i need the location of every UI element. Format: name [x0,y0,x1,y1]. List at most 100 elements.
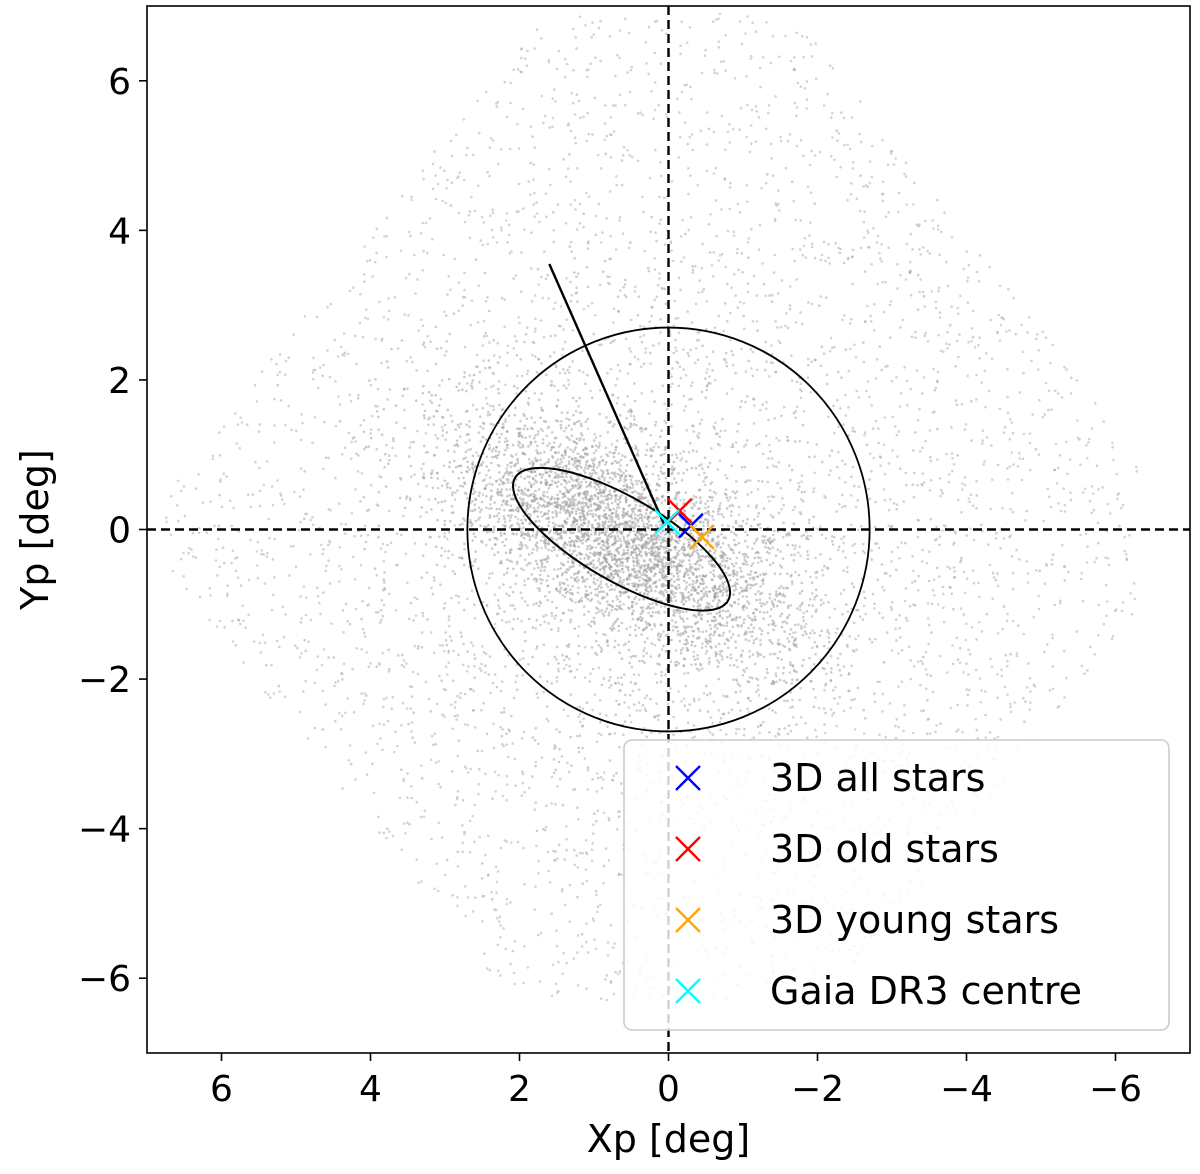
star-point [814,728,817,732]
star-point [426,369,429,373]
star-point [898,636,902,639]
star-point [561,354,564,357]
star-point [1080,664,1084,668]
star-point [617,643,620,647]
star-point [550,912,553,915]
star-point [634,490,637,493]
star-point [535,548,539,552]
star-point [916,273,920,277]
star-point [863,320,867,324]
star-point [797,573,801,577]
star-point [512,567,515,571]
star-point [610,521,614,524]
star-point [552,441,556,444]
star-point [766,466,769,469]
star-point [1028,432,1032,435]
star-point [560,890,564,893]
star-point [671,538,674,541]
star-point [602,778,605,781]
star-point [547,297,550,300]
star-point [609,257,613,260]
star-point [665,575,669,579]
star-point [327,507,331,511]
star-point [850,664,853,668]
star-point [741,673,745,677]
star-point [824,496,827,500]
star-point [594,214,597,218]
star-point [489,137,493,140]
star-point [1002,537,1006,540]
star-point [966,301,970,304]
star-point [479,440,483,443]
star-point [624,495,628,499]
star-point [256,576,260,580]
star-point [566,715,570,718]
star-point [803,87,807,90]
star-point [517,182,521,186]
star-point [590,302,594,305]
star-point [597,584,601,588]
star-point [466,409,469,413]
star-point [892,163,896,166]
star-point [620,607,624,611]
star-point [1101,486,1104,489]
star-point [914,336,917,340]
star-point [236,423,240,426]
star-point [635,564,639,567]
star-point [1018,451,1021,455]
star-point [630,475,634,478]
star-point [756,688,760,691]
star-point [383,235,386,238]
star-point [338,564,341,568]
star-point [763,603,767,606]
star-point [1133,597,1137,601]
star-point [738,616,742,619]
star-point [972,309,975,313]
star-point [405,707,409,710]
star-point [443,715,446,718]
star-point [620,494,624,497]
star-point [700,548,703,551]
star-point [895,433,899,437]
star-point [454,803,457,807]
star-point [376,742,379,746]
star-point [888,336,892,340]
star-point [523,579,526,582]
star-point [627,246,631,250]
star-point [633,290,637,293]
star-point [554,850,557,853]
star-point [318,601,321,605]
star-point [644,41,648,44]
star-point [402,665,406,669]
star-point [545,471,549,475]
star-point [755,110,758,113]
star-point [491,571,494,575]
star-point [479,415,482,419]
star-point [361,335,365,339]
star-point [463,765,467,768]
star-point [1051,633,1054,636]
star-point [753,556,757,560]
star-point [826,628,830,632]
star-point [594,947,598,951]
star-point [287,404,291,408]
star-point [362,430,366,434]
star-point [446,537,449,541]
star-point [565,838,568,841]
star-point [610,583,613,587]
star-point [495,916,499,920]
star-point [512,618,515,621]
star-point [237,530,241,533]
star-point [839,592,843,595]
star-point [606,281,610,285]
star-point [522,493,525,496]
star-point [231,549,235,553]
star-point [284,423,287,427]
star-point [411,360,414,364]
star-point [690,321,694,324]
star-point [756,561,760,565]
star-point [763,676,767,680]
star-point [586,531,590,535]
star-point [723,358,726,361]
star-point [581,541,584,545]
